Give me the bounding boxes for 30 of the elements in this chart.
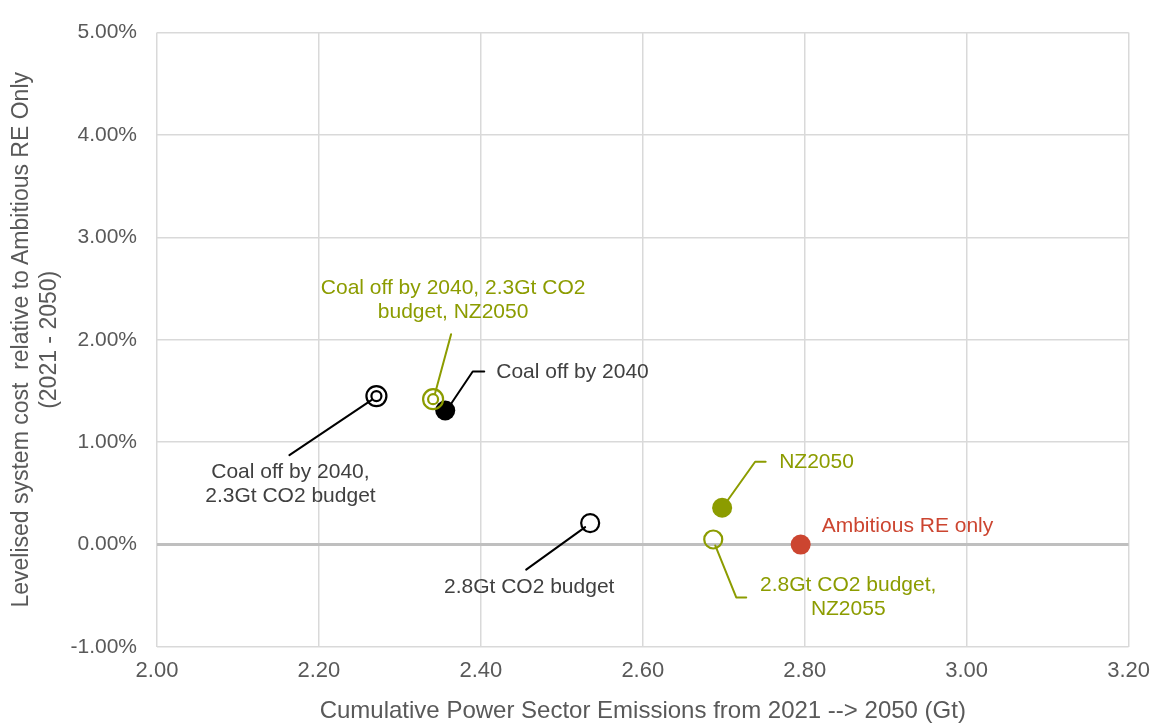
x-tick-label: 2.20 bbox=[297, 657, 341, 683]
text: Coal off by 2040, 2.3Gt CO2 budget bbox=[205, 458, 376, 506]
y-tick-label: -1.00% bbox=[70, 633, 137, 657]
point bbox=[435, 400, 456, 421]
text: 2.8Gt CO2 budget, NZ2055 bbox=[760, 572, 937, 620]
x-tick-label: 2.40 bbox=[459, 657, 503, 683]
y-axis-title: Levelised system cost relative to Ambitious RE Only (2021 - 2050) bbox=[7, 71, 61, 608]
x-tick-label: 2.00 bbox=[135, 657, 179, 683]
legend-label: 2.8Gt CO2 budget bbox=[443, 573, 615, 597]
point bbox=[703, 529, 724, 550]
point bbox=[580, 513, 601, 534]
text: NZ2050 bbox=[779, 448, 854, 472]
point bbox=[790, 534, 811, 555]
y-tick-label: 5.00% bbox=[77, 19, 137, 43]
x-tick-label: 3.20 bbox=[1107, 657, 1150, 683]
y-tick-label: 3.00% bbox=[77, 224, 137, 248]
y-tick-label: 4.00% bbox=[77, 121, 137, 145]
x-tick-label: 3.00 bbox=[945, 657, 989, 683]
y-tick-label: 0.00% bbox=[77, 531, 137, 555]
x-tick-label: 2.80 bbox=[783, 657, 827, 683]
series-label: Ambitious RE only bbox=[821, 513, 994, 537]
y-tick-label: 2.00% bbox=[77, 326, 137, 350]
point bbox=[421, 388, 445, 411]
point bbox=[712, 497, 733, 518]
y-tick-label: 1.00% bbox=[77, 429, 137, 452]
point bbox=[365, 385, 388, 408]
text: Coal off by 2040, 2.3Gt CO2 budget, NZ2050 bbox=[320, 274, 586, 322]
x-axis-title: Cumulative Power Sector Emissions from 2021 --> 2050 (Gt) bbox=[319, 696, 966, 724]
x-tick-label: 2.60 bbox=[621, 657, 665, 683]
text: Coal off by 2040 bbox=[496, 359, 649, 383]
